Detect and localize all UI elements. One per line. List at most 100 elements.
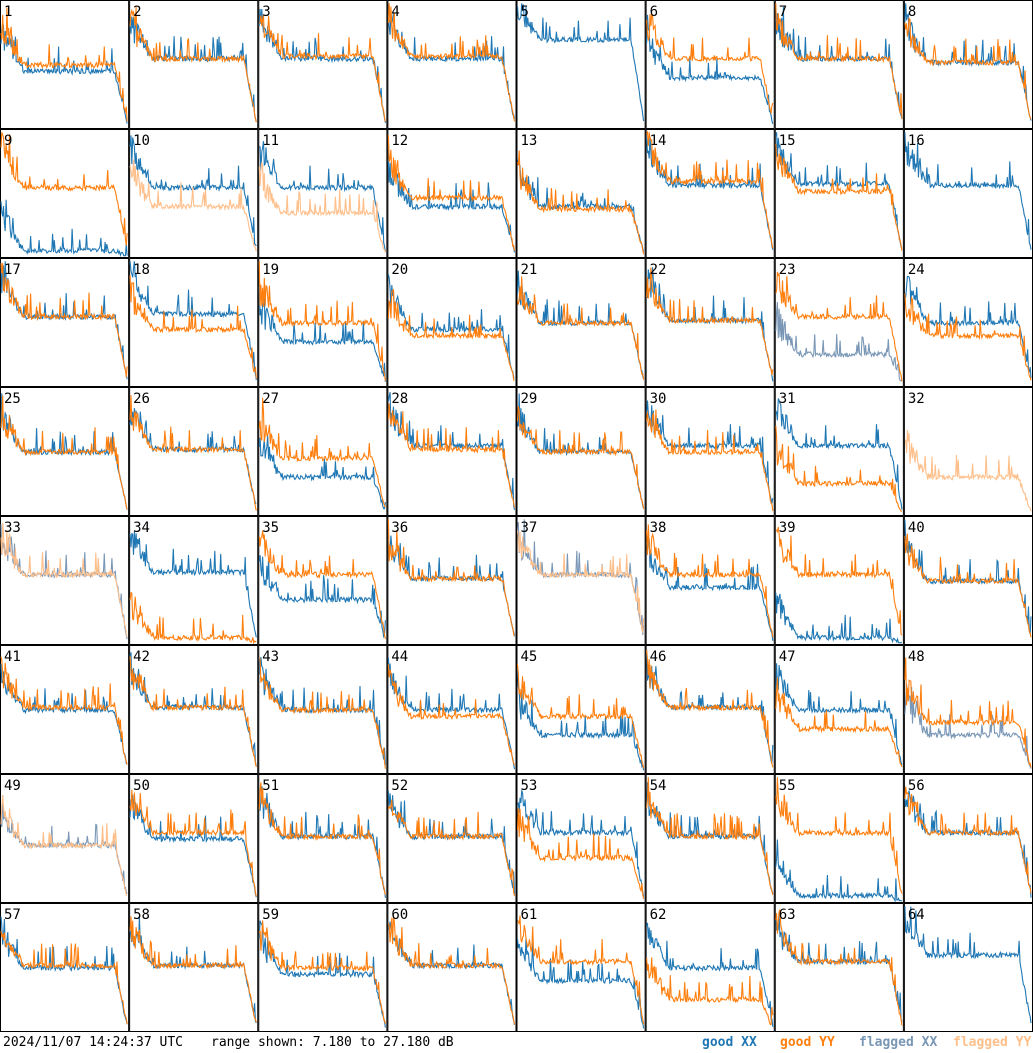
panel-label: 36 (391, 520, 408, 536)
panel-label: 60 (391, 907, 408, 923)
panel-57-yy-line (0, 930, 128, 1025)
panel-13: 13 (516, 129, 646, 258)
panel-label: 20 (391, 262, 408, 278)
panel-label: 6 (650, 4, 658, 20)
panel-53: 53 (516, 774, 646, 903)
panel-frame (0, 774, 130, 903)
panel-7: 7 (774, 0, 904, 129)
panel-label: 11 (262, 133, 279, 149)
panel-5-xx-line (516, 3, 645, 122)
panel-61-xx-line (516, 938, 645, 1029)
panel-59-yy-line (258, 920, 386, 1024)
panel-label: 8 (908, 4, 916, 20)
panel-26: 26 (129, 387, 259, 516)
panel-19-xx-line (258, 287, 386, 382)
panel-58-yy-line (129, 916, 257, 1023)
panel-11-xx-line (258, 141, 386, 252)
panel-label: 54 (650, 778, 667, 794)
legend-flagged-yy: flagged YY (953, 1035, 1032, 1050)
panel-6-xx-line (646, 14, 774, 124)
panel-54: 54 (645, 774, 775, 903)
panel-frame (774, 903, 904, 1032)
panel-label: 4 (391, 4, 399, 20)
panel-label: 10 (133, 133, 150, 149)
panel-40: 40 (903, 516, 1033, 645)
panel-1-yy-line (0, 7, 128, 122)
panel-14: 14 (645, 129, 775, 258)
panel-26-xx-line (129, 408, 257, 505)
panel-39-xx-line (775, 592, 902, 644)
panel-8-yy-line (904, 16, 1032, 120)
panel-frame (516, 903, 646, 1032)
panel-frame (774, 0, 904, 129)
panel-28-yy-line (387, 403, 516, 508)
panel-16: 16 (903, 129, 1033, 258)
panel-30-xx-line (646, 400, 774, 504)
panel-53-yy-line (516, 808, 645, 899)
panel-25-yy-line (0, 395, 128, 510)
panel-label: 25 (4, 391, 21, 407)
panel-62-xx-line (646, 922, 774, 1027)
panel-4-xx-line (387, 11, 516, 119)
panel-45-yy-line (516, 663, 645, 769)
panel-label: 59 (262, 907, 279, 923)
panel-frame (258, 129, 388, 258)
panel-28: 28 (387, 387, 517, 516)
panel-15: 15 (774, 129, 904, 258)
panel-53-xx-line (517, 790, 645, 897)
panel-47: 47 (774, 645, 904, 774)
panel-21: 21 (516, 258, 646, 387)
panel-label: 30 (650, 391, 667, 407)
panel-52-yy-line (387, 799, 516, 897)
timestamp: 2024/11/07 14:24:37 UTC (3, 1035, 184, 1050)
panel-label: 62 (650, 907, 667, 923)
panel-frame (774, 387, 904, 516)
panel-55-xx-line (775, 839, 902, 903)
panel-label: 61 (521, 907, 538, 923)
panel-2-yy-line (129, 6, 257, 123)
panel-label: 5 (521, 4, 529, 20)
panel-label: 29 (521, 391, 538, 407)
panel-39-yy-line (775, 526, 903, 636)
panel-35: 35 (258, 516, 388, 645)
panel-63: 63 (774, 903, 904, 1032)
panel-49-yy-line (0, 795, 128, 897)
panel-10-yy-line (129, 159, 257, 252)
panel-frame (774, 516, 904, 645)
panel-label: 17 (4, 262, 21, 278)
panel-26-yy-line (129, 395, 257, 511)
panel-label: 46 (650, 649, 667, 665)
panel-42-yy-line (129, 656, 257, 768)
panel-39: 39 (774, 516, 904, 645)
panel-label: 32 (908, 391, 925, 407)
panel-label: 37 (521, 520, 538, 536)
panel-19: 19 (258, 258, 388, 387)
panel-58: 58 (129, 903, 259, 1032)
panel-15-xx-line (775, 132, 903, 249)
panel-label: 7 (779, 4, 787, 20)
panel-17-yy-line (0, 263, 128, 378)
panel-9-yy-line (0, 132, 128, 246)
panel-frame (516, 516, 646, 645)
panel-31: 31 (774, 387, 904, 516)
panel-label: 19 (262, 262, 279, 278)
panel-label: 9 (4, 133, 12, 149)
panel-37: 37 (516, 516, 646, 645)
panel-frame (903, 129, 1033, 258)
panel-label: 2 (133, 4, 141, 20)
panel-48-xx-line (904, 683, 1032, 769)
panel-label: 28 (391, 391, 408, 407)
panel-30-yy-line (646, 409, 774, 512)
panel-frame (645, 387, 775, 516)
legend-good-xx: good XX (702, 1035, 757, 1050)
panel-frame (645, 129, 775, 258)
panel-label: 15 (779, 133, 796, 149)
panel-24-yy-line (904, 293, 1032, 381)
panel-36-yy-line (387, 519, 515, 636)
panel-43-yy-line (258, 657, 386, 769)
panel-frame (258, 0, 388, 129)
panel-56-yy-line (904, 786, 1032, 894)
panel-48-yy-line (904, 657, 1032, 768)
panel-44: 44 (387, 645, 517, 774)
panel-23-xx-line (775, 302, 903, 382)
